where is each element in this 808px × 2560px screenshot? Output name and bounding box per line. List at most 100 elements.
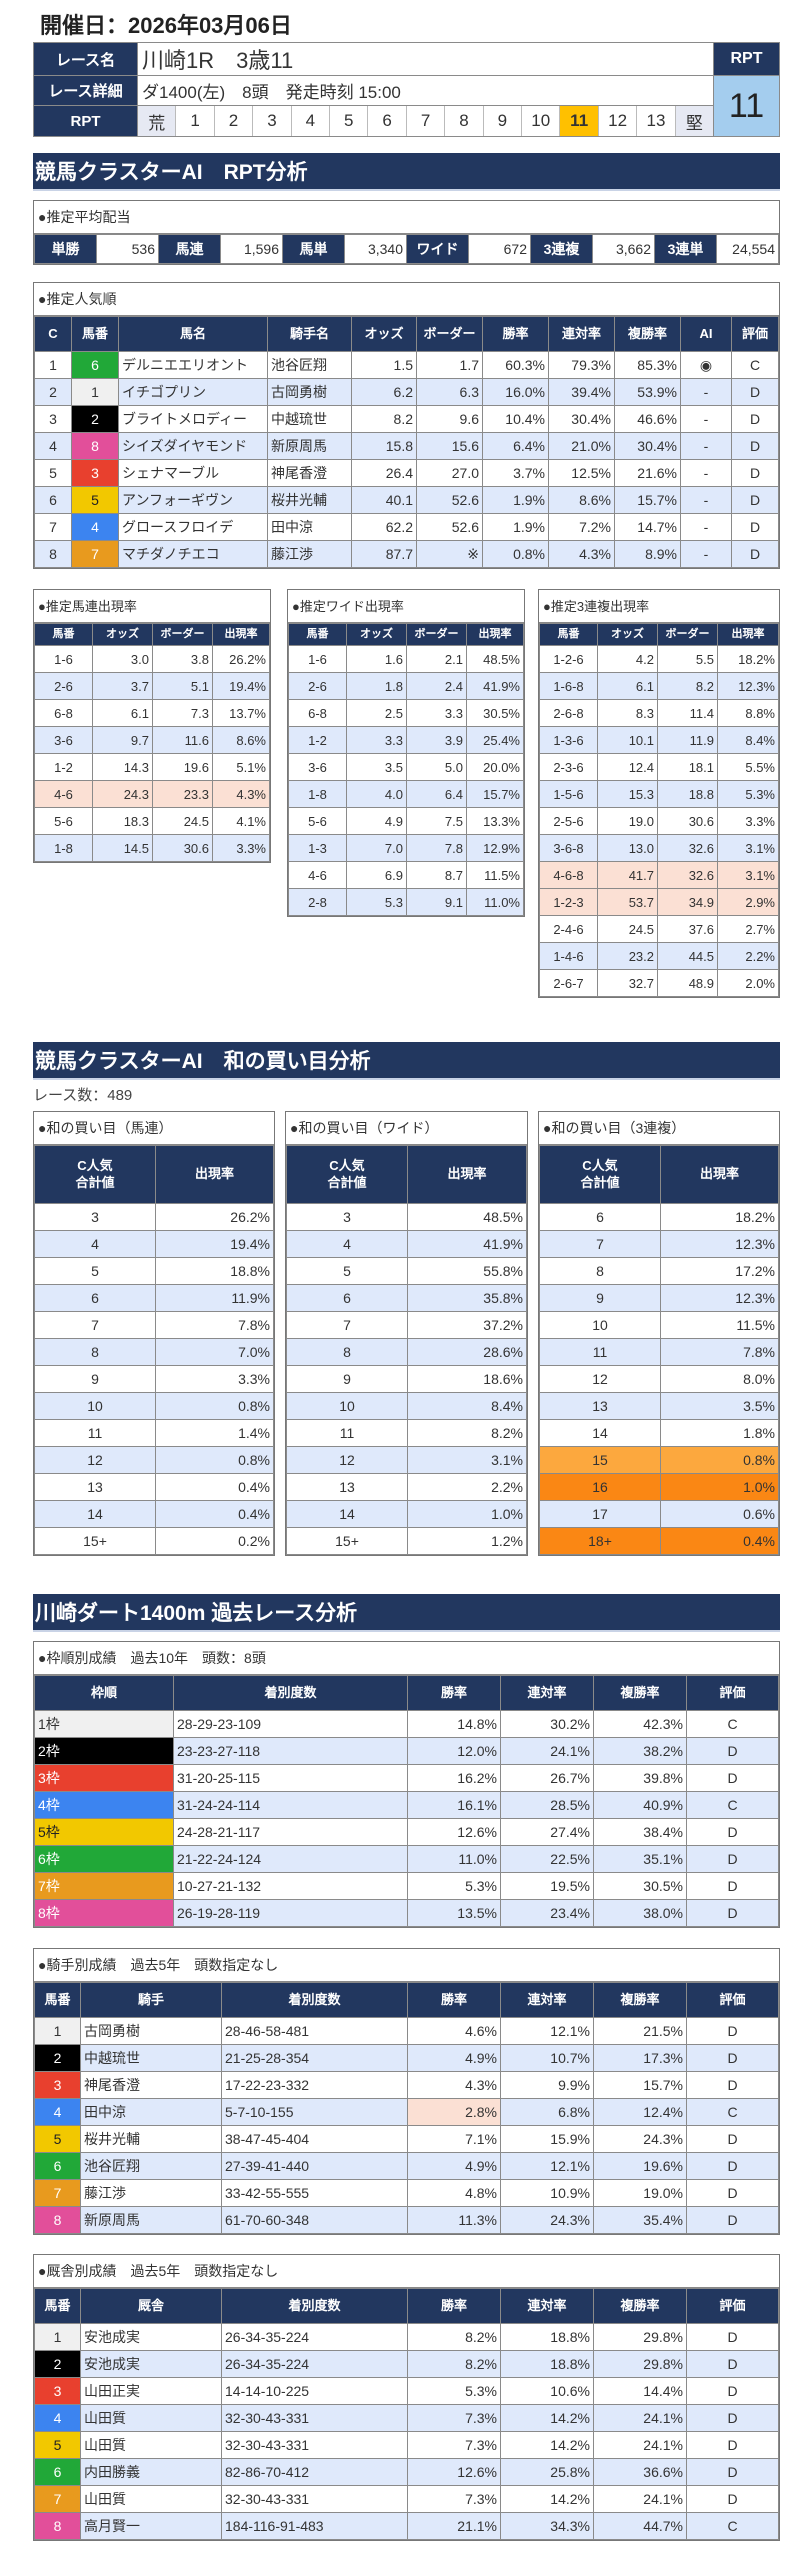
popularity-sum: 11	[34, 1419, 156, 1447]
table-row: 6-8 6.1 7.3 13.7%	[34, 699, 270, 727]
table-header-row: C人気 合計値 出現率	[539, 1145, 779, 1204]
border: ※	[416, 540, 483, 568]
popularity-sum: 5	[286, 1257, 408, 1285]
popularity-sum: 16	[539, 1473, 661, 1501]
appearance-rate: 55.8%	[407, 1257, 527, 1285]
horse-name: イチゴプリン	[118, 378, 268, 406]
column-header: C人気 合計値	[34, 1145, 156, 1204]
place-rate: 36.6%	[593, 2458, 687, 2486]
combination: 2-6-7	[539, 969, 598, 997]
column-header: 出現率	[212, 623, 270, 646]
rating: D	[686, 2485, 779, 2513]
finish-counts: 32-30-43-331	[221, 2431, 408, 2459]
rating: D	[686, 2125, 779, 2153]
popularity-sum: 6	[539, 1203, 661, 1231]
table-row: 5 55.8%	[286, 1257, 527, 1285]
race-detail-label: レース詳細	[33, 75, 138, 106]
place-rate: 14.7%	[614, 513, 681, 541]
win-rate: 4.8%	[407, 2179, 501, 2207]
combination: 1-3	[288, 834, 347, 862]
finish-counts: 32-30-43-331	[221, 2404, 408, 2432]
popularity-sum: 14	[539, 1419, 661, 1447]
odds: 24.5	[597, 915, 658, 943]
jockey-name: 古岡勇樹	[80, 2017, 222, 2045]
rating: D	[731, 405, 779, 433]
table-row: 6 35.8%	[286, 1284, 527, 1312]
rpt-scale-cell: 1	[175, 106, 213, 136]
appearance-rate: 26.2%	[155, 1203, 274, 1231]
border: 7.3	[152, 699, 213, 727]
odds: 8.2	[351, 405, 417, 433]
combination: 3-6-8	[539, 834, 598, 862]
quinella-rate: 12.1%	[500, 2152, 594, 2180]
quinella-rate: 30.4%	[548, 405, 615, 433]
horse-number: 2	[34, 2350, 81, 2378]
win-rate: 3.7%	[482, 459, 549, 487]
column-header: 着別度数	[221, 2288, 408, 2324]
border: 11.4	[657, 699, 718, 727]
column-header: 複勝率	[593, 1675, 687, 1711]
rpt-scale-cell: 8	[444, 106, 482, 136]
table-row: 15+ 1.2%	[286, 1527, 527, 1555]
odds: 5.3	[346, 888, 407, 916]
popularity-sum: 12	[34, 1446, 156, 1474]
win-rate: 12.6%	[407, 1818, 501, 1846]
ai-mark: -	[680, 405, 732, 433]
win-rate: 13.5%	[407, 1899, 501, 1927]
appearance-rate: 0.8%	[155, 1392, 274, 1420]
quinella-rate: 30.2%	[500, 1710, 594, 1738]
table-row: 10 11.5%	[539, 1311, 779, 1339]
horse-number: 2	[71, 405, 119, 433]
jockey-stats-table: ●騎手別成績 過去5年 頭数指定なし 馬番 騎手 着別度数 勝率 連対率 複勝率 評価 1 古岡勇…	[33, 1948, 780, 2235]
rating: C	[686, 1710, 779, 1738]
odds: 53.7	[597, 888, 658, 916]
payout-value: 3,662	[592, 234, 655, 264]
table-caption: ●和の買い目（ワイド）	[286, 1112, 527, 1145]
rpt-label: RPT	[33, 105, 138, 137]
column-header: 出現率	[466, 623, 524, 646]
table-caption: ●枠順別成績 過去10年 頭数：8頭	[34, 1642, 779, 1675]
horse-number: 3	[71, 459, 119, 487]
table-row: 2-5-6 19.0 30.6 3.3%	[539, 807, 779, 835]
place-rate: 24.3%	[593, 2125, 687, 2153]
appearance-rate: 3.3%	[212, 834, 270, 862]
quinella-rate: 10.6%	[500, 2377, 594, 2405]
popularity-sum: 8	[286, 1338, 408, 1366]
table-header-row: 馬番 オッズ ボーダー 出現率	[288, 623, 524, 646]
rpt-head: RPT	[713, 42, 780, 76]
column-header: ボーダー	[152, 623, 213, 646]
table-row: 6 池谷匠翔 27-39-41-440 4.9% 12.1% 19.6% D	[34, 2152, 779, 2180]
win-rate: 60.3%	[482, 351, 549, 379]
table-row: 8 28.6%	[286, 1338, 527, 1366]
frame: 4枠	[34, 1791, 174, 1819]
finish-counts: 28-46-58-481	[221, 2017, 408, 2045]
place-rate: 15.7%	[614, 486, 681, 514]
odds: 14.5	[92, 834, 153, 862]
table-row: 5 桜井光輔 38-47-45-404 7.1% 15.9% 24.3% D	[34, 2125, 779, 2153]
finish-counts: 5-7-10-155	[221, 2098, 408, 2126]
column-header: 馬番	[34, 1982, 81, 2018]
win-rate: 7.3%	[407, 2431, 501, 2459]
table-row: 3 26.2%	[34, 1203, 274, 1231]
odds: 62.2	[351, 513, 417, 541]
place-rate: 53.9%	[614, 378, 681, 406]
appearance-rate: 0.2%	[155, 1527, 274, 1555]
place-rate: 38.4%	[593, 1818, 687, 1846]
rpt-scale-cell: 7	[405, 106, 444, 136]
frame: 5枠	[34, 1818, 174, 1846]
border: 3.9	[406, 726, 467, 754]
column-header: 出現率	[155, 1145, 274, 1204]
place-rate: 14.4%	[593, 2377, 687, 2405]
odds: 23.2	[597, 942, 658, 970]
popularity-sum: 11	[286, 1419, 408, 1447]
jockey-name: 新原周馬	[80, 2206, 222, 2234]
rpt-scale-cell: 12	[597, 106, 636, 136]
win-rate: 0.8%	[482, 540, 549, 568]
rpt-scale-cell: 3	[252, 106, 290, 136]
table-header-row: C 馬番 馬名 騎手名 オッズ ボーダー 勝率 連対率 複勝率 AI 評価	[34, 316, 779, 352]
table-row: 11 8.2%	[286, 1419, 527, 1447]
appearance-rate: 0.4%	[155, 1473, 274, 1501]
place-rate: 38.0%	[593, 1899, 687, 1927]
border: 24.5	[152, 807, 213, 835]
payout-box: ●推定平均配当 単勝 536 馬連 1,596 馬単 3,340 ワイド 672 3連複 3,66…	[33, 200, 780, 265]
